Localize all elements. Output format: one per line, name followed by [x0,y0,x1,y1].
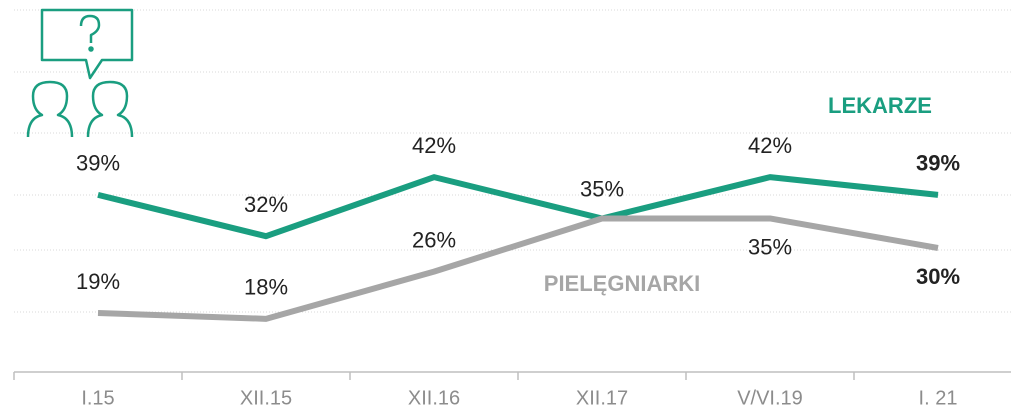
series-name: LEKARZE [828,93,932,118]
person [86,80,134,138]
data-label: 32% [244,192,288,217]
data-label: 30% [916,264,960,289]
x-tick-label: XII.15 [240,387,292,407]
person [26,80,74,138]
data-label: 35% [748,234,792,259]
x-tick-label: V/VI.19 [737,387,803,407]
x-tick-label: I. 21 [919,387,958,407]
data-label: 18% [244,275,288,300]
grid [14,9,1011,313]
data-label: 39% [76,151,120,176]
data-label: 19% [76,269,120,294]
question-dot [88,46,94,52]
x-tick-label: I.15 [81,387,114,407]
series-line [97,215,939,322]
series-name: PIELĘGNIARKI [544,271,700,296]
icon [26,8,134,138]
data-label: 42% [412,133,456,158]
data-label: 26% [412,227,456,252]
series-line [97,174,939,240]
speech-bubble [40,8,134,80]
data-label: 42% [748,133,792,158]
question-mark [79,14,101,43]
x-tick-label: XII.17 [576,387,628,407]
data-label: 35% [580,176,624,201]
x-tick-label: XII.16 [408,387,460,407]
data-label: 39% [916,151,960,176]
